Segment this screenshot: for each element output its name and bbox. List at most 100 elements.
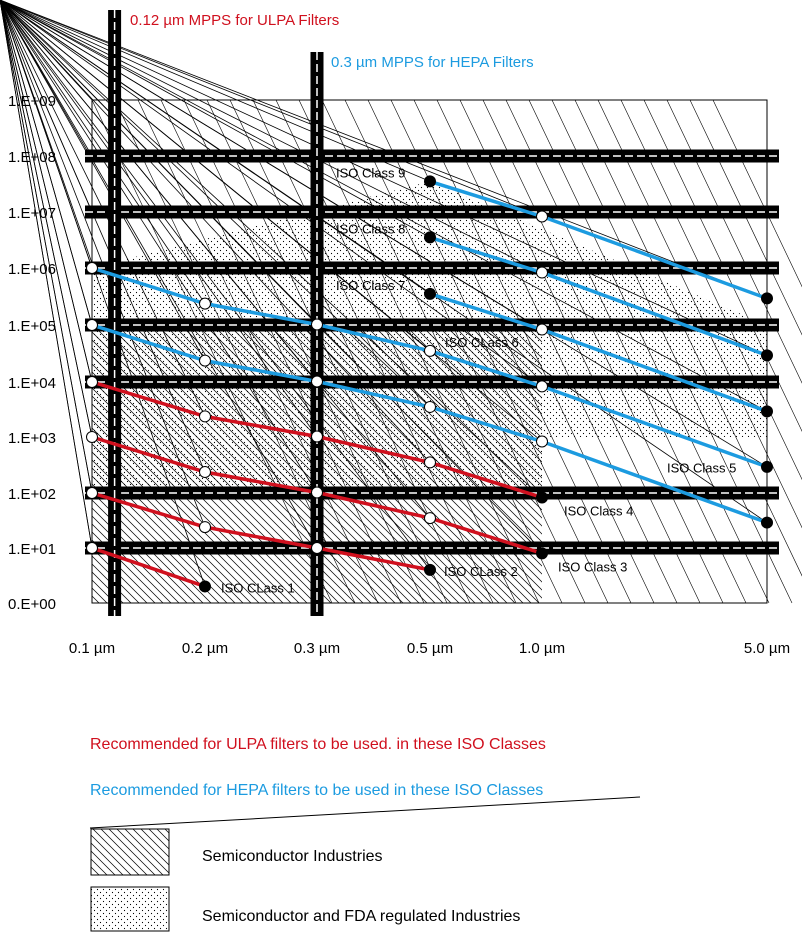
class-labels: ISO CLass 1 ISO CLass 2 ISO Class 3 ISO Cla… (221, 165, 736, 595)
class-point (86, 431, 98, 443)
class-point (199, 354, 211, 367)
class-point (199, 297, 211, 310)
class-point (424, 175, 436, 188)
fan-line (0, 0, 93, 549)
class-point (86, 542, 98, 554)
diagonal-guide (344, 99, 586, 604)
class-point (536, 210, 548, 223)
class-point (424, 400, 436, 413)
fan-line (0, 0, 431, 352)
mpps-bars (108, 10, 324, 616)
fan-line (0, 0, 93, 269)
legend-ulpa-text: Recommended for ULPA filters to be used.… (90, 736, 546, 753)
diagonal-guide (367, 99, 609, 604)
y-tick-label: 1.E+04 (8, 375, 56, 392)
fan-line (0, 0, 768, 356)
class-point (536, 380, 548, 393)
diagonal-guide (597, 99, 802, 529)
class-label: ISO Class 5 (667, 461, 736, 476)
fan-line (0, 0, 206, 361)
legend-hepa-text: Recommended for HEPA filters to be used … (90, 782, 543, 799)
class-point (86, 487, 98, 499)
class-point (86, 376, 98, 388)
diagonal-guide (91, 99, 333, 604)
x-tick-label: 0.2 µm (182, 640, 228, 657)
iso-class-points (86, 175, 773, 593)
diagonal-guide (137, 99, 379, 604)
y-tick-label: 1.E+09 (8, 93, 56, 110)
y-tick-label: 0.E+00 (8, 596, 56, 613)
class-point (424, 563, 436, 576)
class-point (536, 266, 548, 279)
y-tick-label: 1.E+02 (8, 486, 56, 503)
class-point (761, 292, 773, 305)
fan-line (0, 0, 93, 494)
diagonal-guide (689, 99, 802, 336)
class-point (199, 580, 211, 593)
fan-line (0, 0, 318, 493)
diagonal-guide (620, 99, 802, 481)
class-point (536, 323, 548, 336)
mpps-ulpa-label: 0.12 µm MPPS for ULPA Filters (130, 12, 339, 29)
class-point (424, 344, 436, 357)
y-tick-label: 1.E+08 (8, 149, 56, 166)
legend-divider-line (89, 796, 641, 829)
class-label: ISO CLass 6 (445, 335, 519, 350)
diagonal-guide (436, 99, 678, 604)
class-point (761, 516, 773, 529)
diagonal-guide (459, 99, 701, 604)
fan-line (0, 0, 93, 383)
class-point (424, 512, 436, 525)
class-point (761, 405, 773, 418)
class-label: ISO CLass 2 (444, 564, 518, 579)
x-tick-label: 0.3 µm (294, 640, 340, 657)
fan-line (0, 0, 93, 438)
class-point (761, 349, 773, 362)
mpps-hepa-label: 0.3 µm MPPS for HEPA Filters (331, 54, 534, 71)
y-tick-label: 1.E+03 (8, 430, 56, 447)
y-tick-label: 1.E+01 (8, 541, 56, 558)
class-point (311, 318, 323, 331)
legend-label-semiconductor: Semiconductor Industries (202, 848, 383, 865)
class-label: ISO Class 9 (336, 165, 405, 180)
y-tick-label: 1.E+07 (8, 205, 56, 222)
fan-line (0, 0, 543, 217)
fan-line (0, 0, 431, 295)
y-tick-label: 1.E+06 (8, 261, 56, 278)
diagonal-guide (574, 99, 802, 577)
diagonal-guide (206, 99, 448, 604)
y-tick-label: 1.E+05 (8, 318, 56, 335)
fan-line (0, 0, 431, 571)
class-point (536, 491, 548, 504)
x-tick-labels: 0.1 µm 0.2 µm 0.3 µm 0.5 µm 1.0 µm 5.0 µm (69, 640, 790, 657)
diagonal-guide (321, 99, 563, 604)
class-point (199, 521, 211, 534)
x-tick-label: 0.5 µm (407, 640, 453, 657)
class-point (761, 460, 773, 473)
diagonal-guide (505, 99, 747, 604)
class-label: ISO CLass 1 (221, 580, 295, 595)
class-point (86, 319, 98, 331)
class-line (91, 323, 768, 525)
class-line (91, 266, 768, 469)
fan-line (0, 0, 543, 330)
class-line (91, 546, 206, 589)
fan-line (0, 0, 431, 238)
diagonal-guide (160, 99, 402, 604)
fan-line (0, 0, 431, 408)
region-semi-fda (92, 181, 767, 493)
diagonal-guide (528, 99, 770, 604)
class-point (536, 435, 548, 448)
class-line (91, 491, 431, 572)
diagonal-guide (183, 99, 425, 604)
class-point (86, 262, 98, 274)
x-tick-label: 5.0 µm (744, 640, 790, 657)
class-point (424, 287, 436, 300)
class-point (424, 456, 436, 469)
fan-lines (0, 0, 768, 587)
class-label: ISO Class 4 (564, 503, 633, 518)
legend-swatch-dots (90, 886, 170, 932)
diagonal-guide (666, 99, 802, 384)
fan-line (0, 0, 93, 326)
